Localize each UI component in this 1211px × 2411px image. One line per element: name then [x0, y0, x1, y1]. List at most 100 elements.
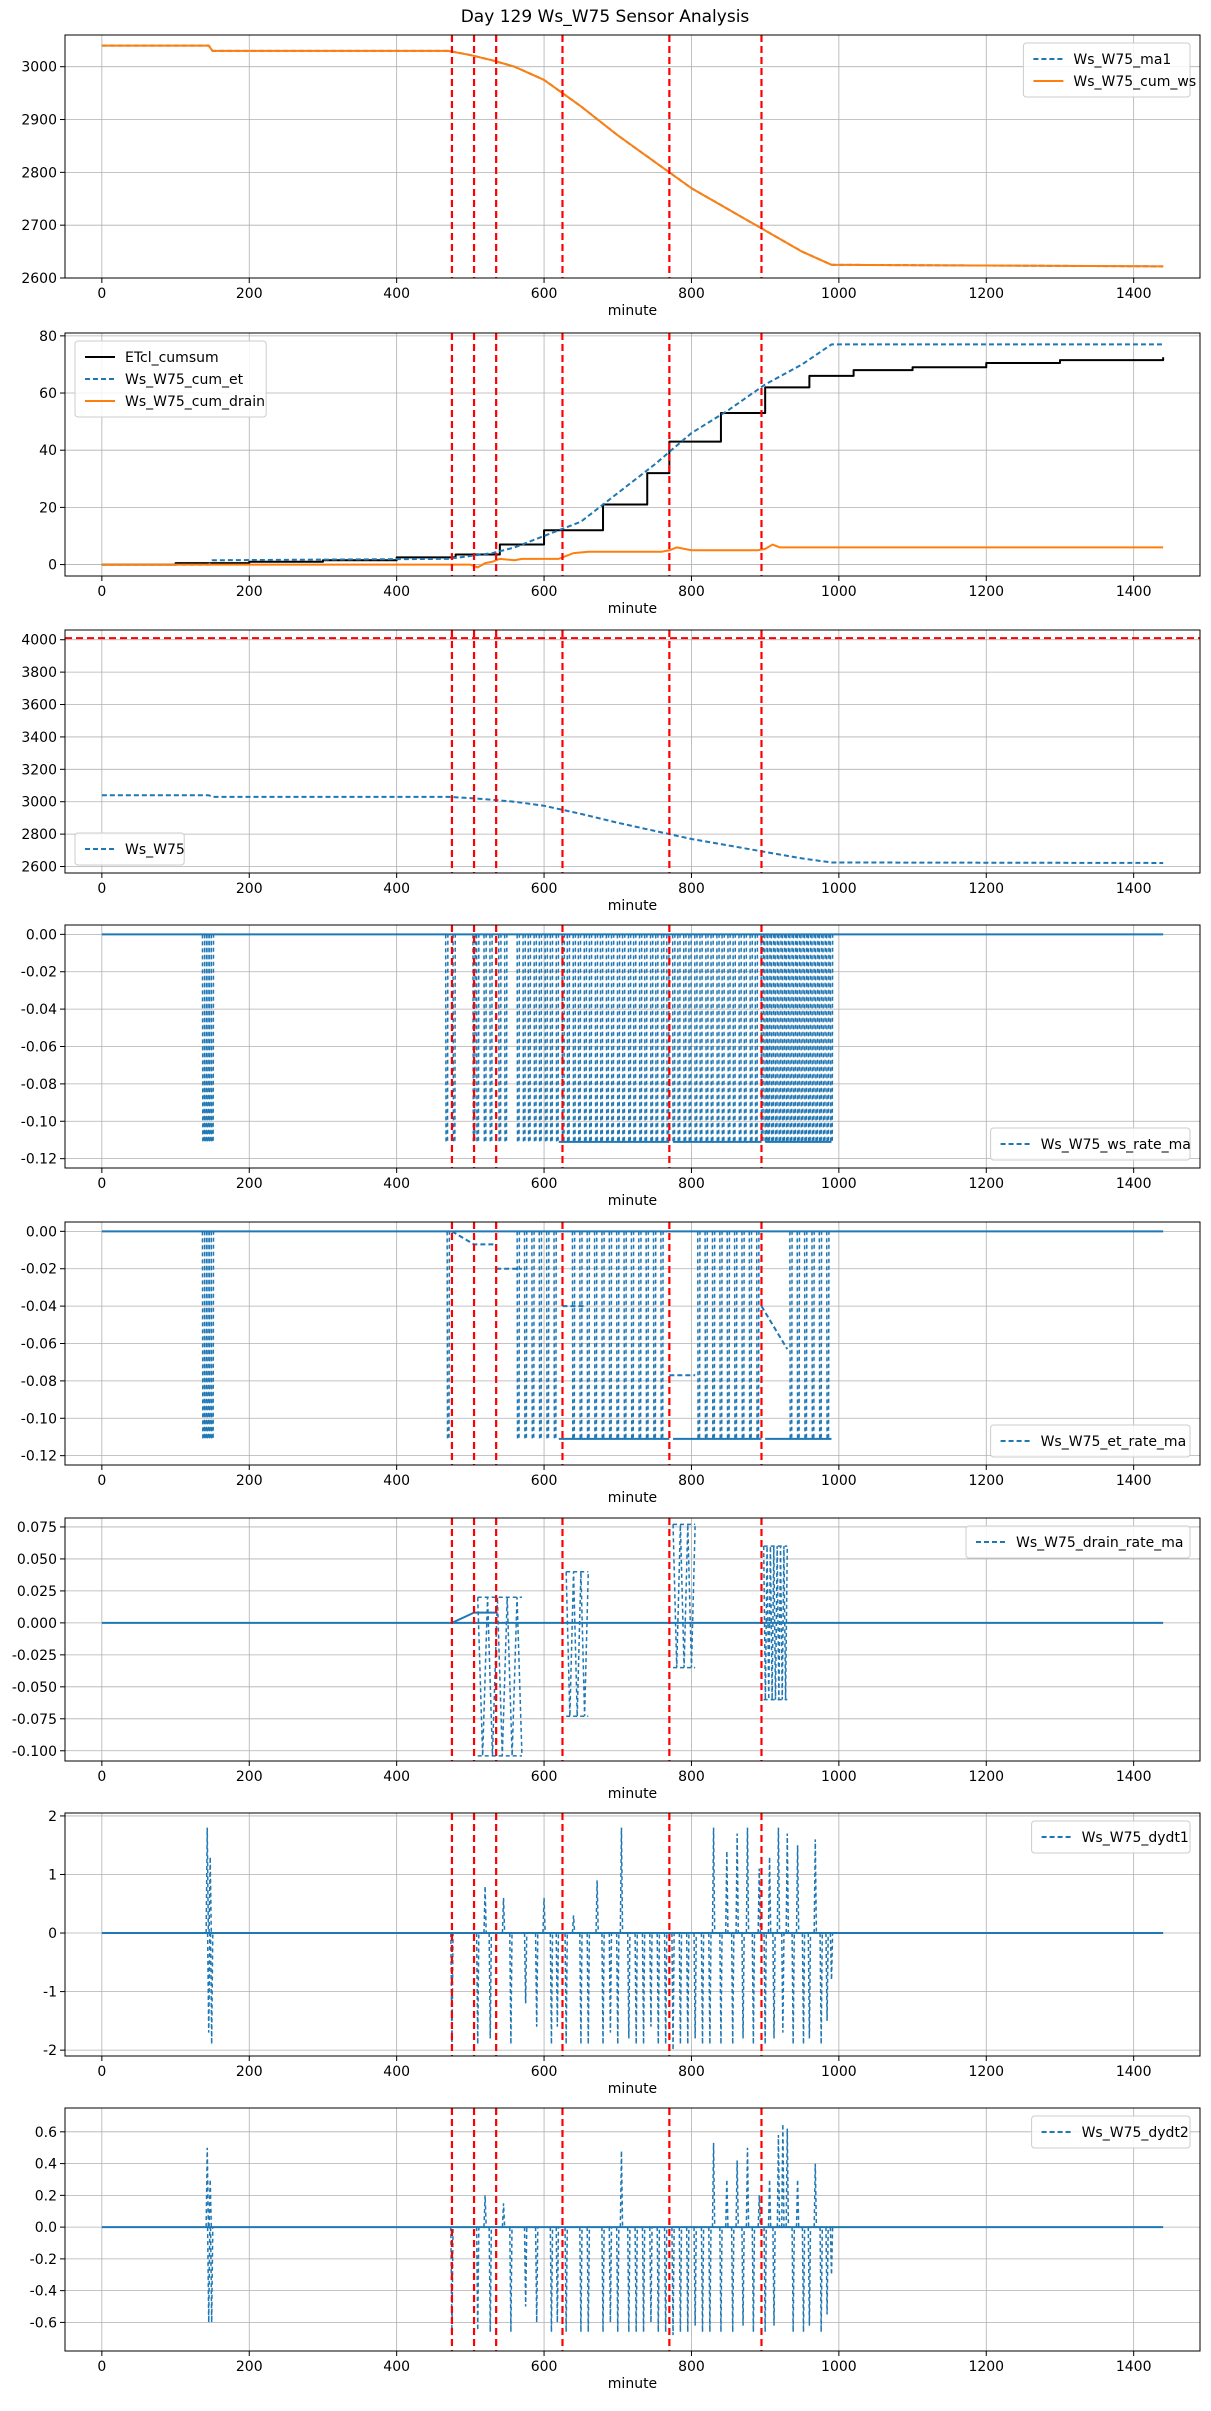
x-axis-label: minute	[608, 1193, 657, 1209]
y-tick-label: -0.04	[21, 1299, 57, 1315]
legend-box	[74, 340, 267, 418]
x-tick-label: 0	[97, 2064, 106, 2080]
data-line	[101, 543, 1164, 569]
x-tick-label: 400	[383, 1473, 410, 1489]
legend-label: Ws_W75_cum_et	[125, 372, 244, 388]
x-tick-label: 1200	[968, 1473, 1004, 1489]
y-tick-label: -0.06	[21, 1337, 57, 1353]
peak-mark	[579, 1933, 583, 2045]
peak-mark	[208, 1856, 213, 1934]
legend-label: Ws_W75_dydt2	[1082, 2125, 1189, 2141]
y-tick-label: 2800	[21, 827, 57, 843]
y-tick-label: 3800	[21, 665, 57, 681]
y-tick-label: -0.2	[30, 2252, 57, 2268]
x-tick-label: 600	[531, 1473, 558, 1489]
y-tick-label: -0.10	[21, 1114, 57, 1130]
peak-mark	[724, 1851, 729, 1934]
legend: Ws_W75	[74, 832, 185, 866]
y-tick-label: 3600	[21, 698, 57, 714]
peak-mark	[523, 2227, 528, 2307]
y-tick-label: -0.100	[12, 1744, 57, 1760]
y-tick-label: 0.2	[35, 2188, 57, 2204]
peak-mark	[649, 2227, 653, 2323]
peak-mark	[205, 2147, 210, 2228]
legend-box	[990, 1127, 1191, 1161]
series-Ws_W75	[101, 794, 1164, 864]
peak-mark	[741, 2227, 745, 2326]
plot-area	[101, 1813, 1164, 2056]
x-tick-label: 400	[383, 584, 410, 600]
peak-mark	[206, 2227, 211, 2323]
peak-mark	[586, 1933, 591, 2045]
peak-mark	[209, 2227, 214, 2323]
y-tick-label: -0.10	[21, 1411, 57, 1427]
series-Ws_W75_dydt2	[101, 2123, 1164, 2336]
legend-label: Ws_W75_et_rate_ma	[1041, 1434, 1187, 1450]
peak-mark	[791, 1933, 796, 2045]
peak-mark	[209, 1933, 214, 2045]
data-line	[101, 44, 1164, 268]
data-line	[101, 343, 1164, 566]
x-tick-label: 600	[531, 286, 558, 302]
x-tick-label: 1400	[1116, 881, 1152, 897]
x-tick-label: 1000	[821, 584, 857, 600]
peak-mark	[523, 1933, 528, 2004]
peak-mark	[626, 1933, 631, 2039]
legend: Ws_W75_drain_rate_ma	[965, 1525, 1191, 1559]
y-tick-label: 0.0	[35, 2220, 57, 2236]
y-tick-label: -0.02	[21, 965, 57, 981]
legend-box	[1022, 42, 1191, 98]
plot-area	[101, 1518, 1164, 1761]
peak-mark	[678, 1933, 683, 2045]
peak-mark	[595, 1880, 599, 1934]
x-axis-label: minute	[608, 1490, 657, 1506]
x-tick-label: 200	[236, 2359, 263, 2375]
plot-area	[101, 35, 1164, 278]
peak-mark	[601, 1933, 605, 2045]
peak-mark	[208, 2179, 213, 2228]
data-line	[101, 794, 1164, 864]
peak-mark	[829, 1933, 834, 1980]
peak-mark	[763, 1933, 768, 2045]
peak-mark	[711, 2142, 716, 2228]
peak-mark	[813, 1839, 818, 1934]
legend-box	[74, 832, 185, 866]
y-tick-label: 2600	[21, 271, 57, 287]
peak-mark	[741, 1933, 745, 2039]
peak-mark	[571, 1915, 576, 1934]
legend-label: Ws_W75_ws_rate_ma	[1041, 1137, 1191, 1153]
burst-mark	[762, 1546, 789, 1700]
y-tick-label: 0	[48, 558, 57, 574]
peak-mark	[206, 1933, 211, 2033]
series-Ws_W75_drain_rate_ma	[101, 1523, 1164, 1757]
peak-mark	[785, 1833, 790, 1934]
x-tick-label: 0	[97, 1473, 106, 1489]
x-tick-label: 800	[678, 881, 705, 897]
y-tick-label: 0.00	[26, 927, 57, 943]
x-tick-label: 600	[531, 2359, 558, 2375]
y-tick-label: -0.04	[21, 1002, 57, 1018]
y-tick-label: 2600	[21, 860, 57, 876]
legend-box	[1031, 1820, 1191, 1854]
y-tick-label: -0.06	[21, 1040, 57, 1056]
subplot-3: 0 200 400 600 800 1000 1200 1400 2600 2800 3000 320…	[21, 629, 1201, 914]
x-tick-label: 800	[678, 584, 705, 600]
peak-mark	[509, 1933, 513, 2045]
x-tick-label: 1400	[1116, 2359, 1152, 2375]
y-tick-label: 2700	[21, 218, 57, 234]
peak-mark	[663, 1933, 668, 2045]
y-tick-label: 2900	[21, 113, 57, 129]
legend: Ws_W75_dydt1	[1031, 1820, 1191, 1854]
y-tick-label: -0.12	[21, 1449, 57, 1465]
peak-mark	[555, 1933, 560, 2027]
y-tick-label: 0.025	[17, 1584, 57, 1600]
peak-mark	[534, 2227, 539, 2323]
legend-label: Ws_W75_cum_drain	[125, 394, 265, 410]
x-tick-label: 200	[236, 1473, 263, 1489]
series-Ws_W75_cum_ws	[101, 44, 1164, 268]
y-tick-label: -0.025	[12, 1648, 57, 1664]
x-tick-label: 1000	[821, 2359, 857, 2375]
x-tick-label: 1200	[968, 2359, 1004, 2375]
x-tick-label: 1200	[968, 2064, 1004, 2080]
subplot-6: 0 200 400 600 800 1000 1200 1400 0.075 0.050 0.025…	[12, 1517, 1201, 1802]
